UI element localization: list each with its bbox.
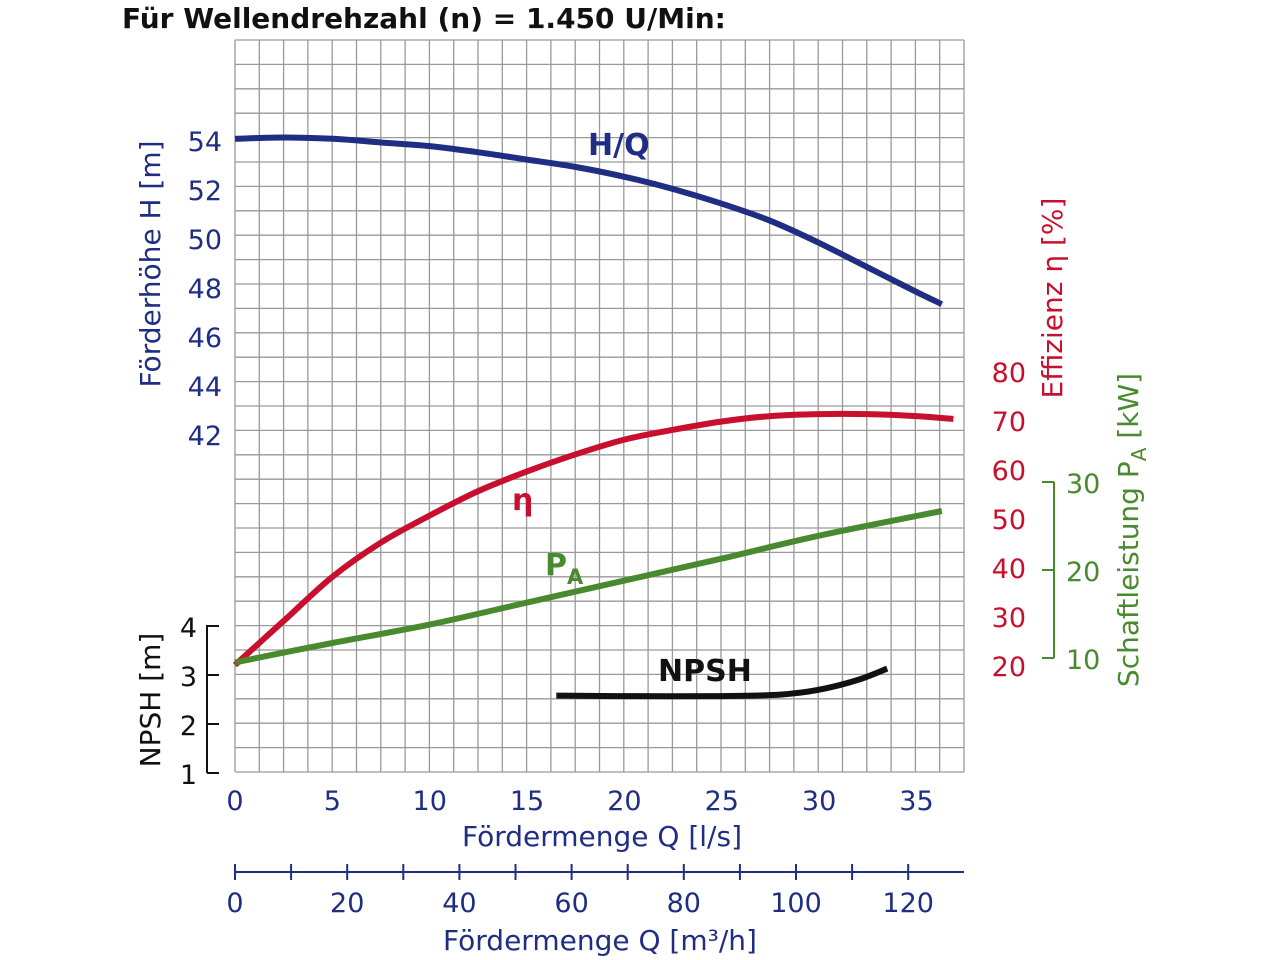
x2-axis-tick-label: 60 — [554, 888, 588, 919]
power-axis-label: Schaftleistung PA [kW] — [1112, 373, 1151, 687]
npsh-axis-tick-label: 1 — [180, 760, 197, 791]
head-axis-tick-label: 52 — [188, 176, 222, 207]
npsh-curve — [556, 665, 889, 700]
x-axis-tick-label: 0 — [226, 786, 243, 817]
power-curve-label: PA — [545, 548, 584, 589]
head-curve — [234, 134, 944, 307]
npsh-axis-tick-label: 3 — [180, 662, 197, 693]
grid — [234, 39, 965, 773]
x2-axis-tick-label: 120 — [882, 888, 934, 919]
head-axis-tick-label: 48 — [188, 274, 222, 305]
x-axis-tick-label: 35 — [899, 786, 933, 817]
chart-title: Für Wellendrehzahl (n) = 1.450 U/Min: — [122, 2, 726, 35]
power-axis-tick-label: 10 — [1066, 645, 1100, 676]
efficiency-curve-label: η — [512, 483, 533, 518]
head-axis-tick-label: 50 — [188, 225, 222, 256]
x2-axis-tick-label: 100 — [770, 888, 822, 919]
x-axis-tick-label: 5 — [324, 786, 341, 817]
head-axis-tick-label: 42 — [188, 421, 222, 452]
head-curve-label: H/Q — [588, 128, 650, 163]
head-axis-tick-label: 44 — [188, 372, 222, 403]
efficiency-axis-tick-label: 60 — [992, 456, 1026, 487]
npsh-curve-label: NPSH — [658, 654, 752, 689]
x-axis-tick-label: 25 — [705, 786, 739, 817]
x2-axis-tick-label: 80 — [667, 888, 701, 919]
head-axis-tick-label: 46 — [188, 323, 222, 354]
labels: H/Q η PA NPSH — [512, 128, 752, 689]
x-axis-tick-label: 30 — [802, 786, 836, 817]
efficiency-axis-tick-label: 30 — [992, 603, 1026, 634]
x-axis-tick-label: 20 — [607, 786, 641, 817]
efficiency-axis-tick-label: 50 — [992, 505, 1026, 536]
efficiency-axis-tick-label: 70 — [992, 407, 1026, 438]
efficiency-axis-tick-label: 80 — [992, 358, 1026, 389]
npsh-axis-tick-label: 2 — [180, 711, 197, 742]
x-axis-label: Fördermenge Q [l/s] — [462, 820, 742, 853]
x2-axis-tick-label: 40 — [442, 888, 476, 919]
npsh-axis-tick-label: 4 — [180, 613, 197, 644]
efficiency-axis-label: Effizienz η [%] — [1036, 198, 1069, 399]
head-axis-tick-label: 54 — [188, 127, 222, 158]
efficiency-axis-tick-label: 20 — [992, 652, 1026, 683]
efficiency-curve — [232, 410, 954, 668]
x2-axis-tick-label: 0 — [226, 888, 243, 919]
x-axis-tick-label: 15 — [510, 786, 544, 817]
power-axis-tick-label: 30 — [1066, 469, 1100, 500]
efficiency-axis-tick-label: 40 — [992, 554, 1026, 585]
series — [232, 134, 954, 700]
power-axis-tick-label: 20 — [1066, 557, 1100, 588]
x2-axis-label: Fördermenge Q [m³/h] — [443, 924, 757, 957]
x2-axis-tick-label: 20 — [330, 888, 364, 919]
x-axis-tick-label: 10 — [413, 786, 447, 817]
npsh-axis-label: NPSH [m] — [134, 633, 167, 768]
head-axis-label: Förderhöhe H [m] — [134, 140, 167, 387]
power-curve — [234, 508, 943, 666]
